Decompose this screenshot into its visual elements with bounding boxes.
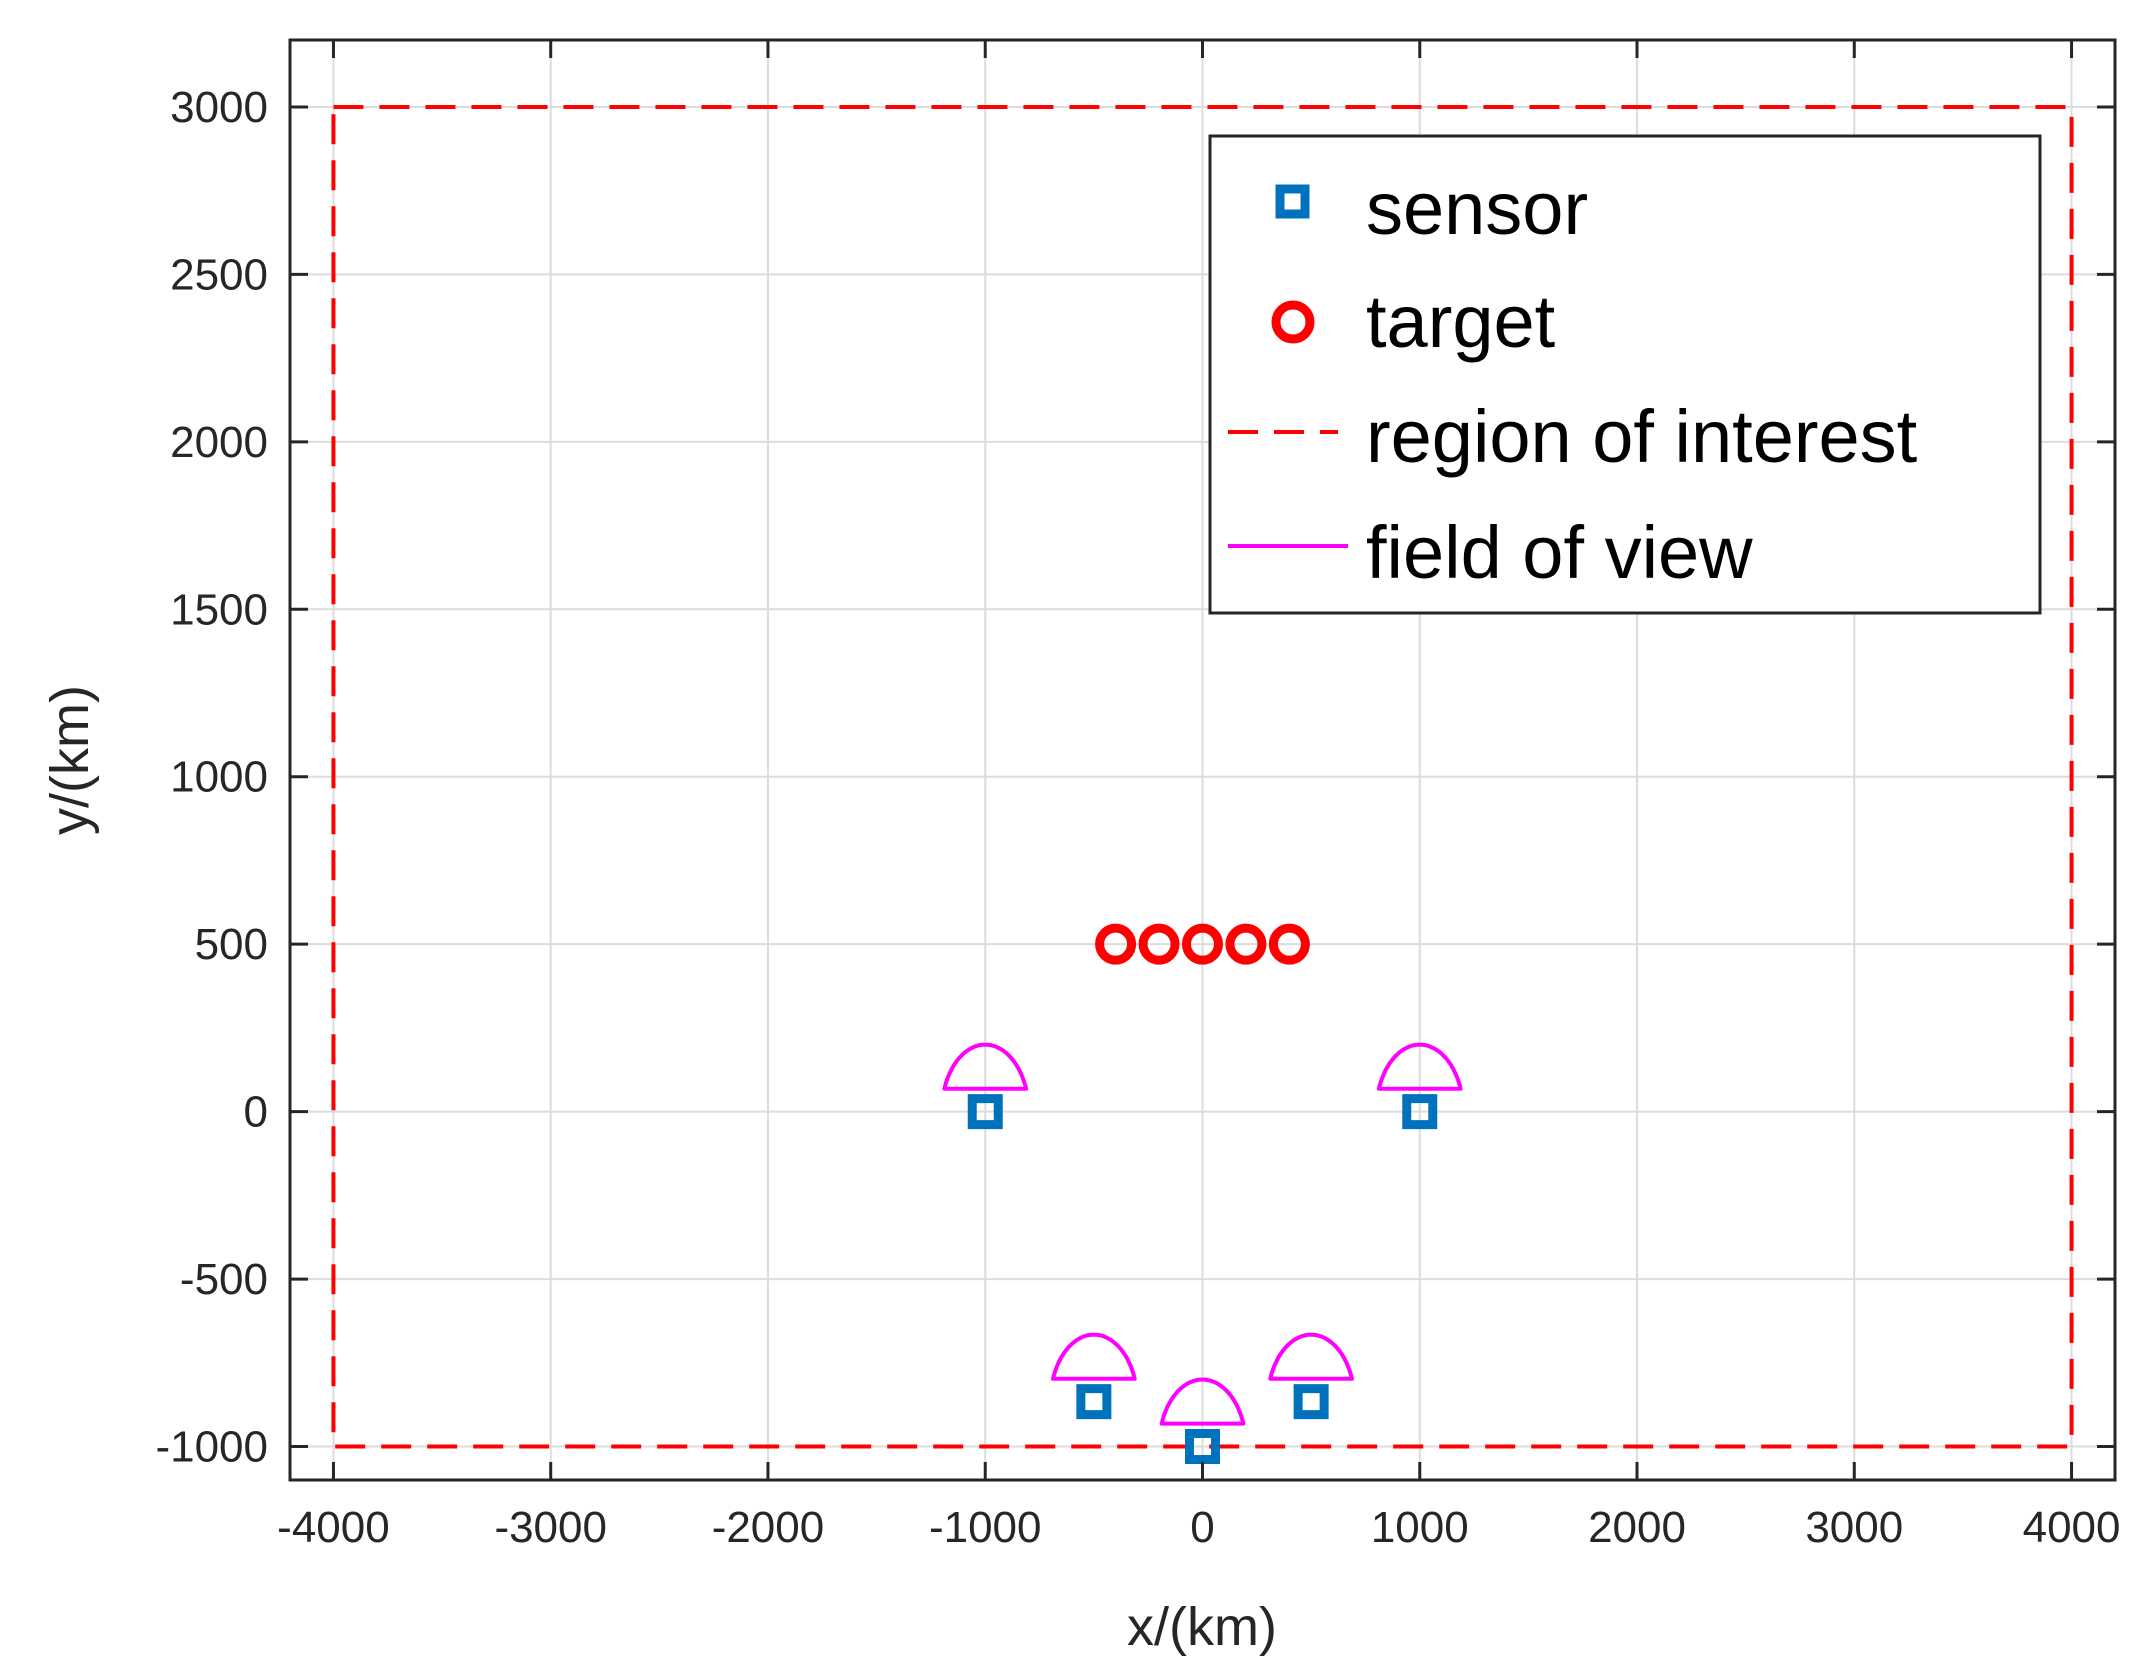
target-marker-3 (1225, 923, 1267, 965)
tick-labels: -4000 -3000 -2000 -1000 0 1000 2000 3000 4000 -10… (155, 83, 2120, 1552)
x-tick-label-5: 1000 (1371, 1503, 1469, 1552)
y-tick-label-1: -500 (180, 1255, 268, 1304)
x-tick-label-4: 0 (1190, 1503, 1214, 1552)
x-tick-label-2: -2000 (712, 1503, 825, 1552)
ticks (290, 40, 2115, 1480)
target-marker-4 (1268, 923, 1310, 965)
legend-box (1208, 134, 2042, 615)
legend-target-label: target (1366, 280, 1556, 363)
y-tick-label-5: 1500 (170, 585, 268, 634)
sensor-marker-0 (967, 1094, 1003, 1130)
x-tick-label-8: 4000 (2023, 1503, 2121, 1552)
legend-sensor-marker (1275, 184, 1310, 219)
sensor-marker-2 (1076, 1384, 1112, 1420)
field-of-view-arc-1 (1376, 1042, 1463, 1091)
target-marker-1 (1138, 923, 1180, 965)
y-tick-label-6: 2000 (170, 418, 268, 467)
legend-sensor-label: sensor (1366, 167, 1588, 250)
region-of-interest (331, 104, 2074, 1449)
y-tick-label-3: 500 (195, 920, 268, 969)
sensor-marker-3 (1185, 1429, 1220, 1465)
legend-target-marker (1271, 300, 1315, 344)
y-tick-label-2: 0 (244, 1088, 268, 1137)
field-of-view-arc-2 (1051, 1332, 1137, 1381)
x-tick-label-0: -4000 (277, 1503, 390, 1552)
target-marker-0 (1095, 923, 1137, 965)
y-axis-label: y/(km) (40, 685, 100, 835)
x-axis-label: x/(km) (1127, 1597, 1277, 1657)
legend-fov-label: field of view (1366, 511, 1753, 594)
x-tick-label-7: 3000 (1805, 1503, 1903, 1552)
field-of-view-arc-3 (1159, 1377, 1246, 1426)
target-marker-2 (1182, 923, 1223, 965)
y-tick-label-7: 2500 (170, 250, 268, 299)
y-tick-label-8: 3000 (170, 83, 268, 132)
plot-layer (331, 104, 2074, 1465)
sensor-marker-4 (1293, 1384, 1329, 1420)
legend: sensor target region of interest field o… (1208, 134, 2042, 615)
x-tick-label-1: -3000 (494, 1503, 607, 1552)
y-tick-label-4: 1000 (170, 753, 268, 802)
field-of-view-arc-0 (942, 1042, 1029, 1091)
field-of-view-arc-4 (1268, 1332, 1354, 1381)
y-tick-label-0: -1000 (155, 1423, 268, 1472)
x-tick-label-3: -1000 (929, 1503, 1042, 1552)
x-tick-label-6: 2000 (1588, 1503, 1686, 1552)
sensor-marker-1 (1402, 1094, 1438, 1130)
legend-region-label: region of interest (1366, 395, 1918, 478)
